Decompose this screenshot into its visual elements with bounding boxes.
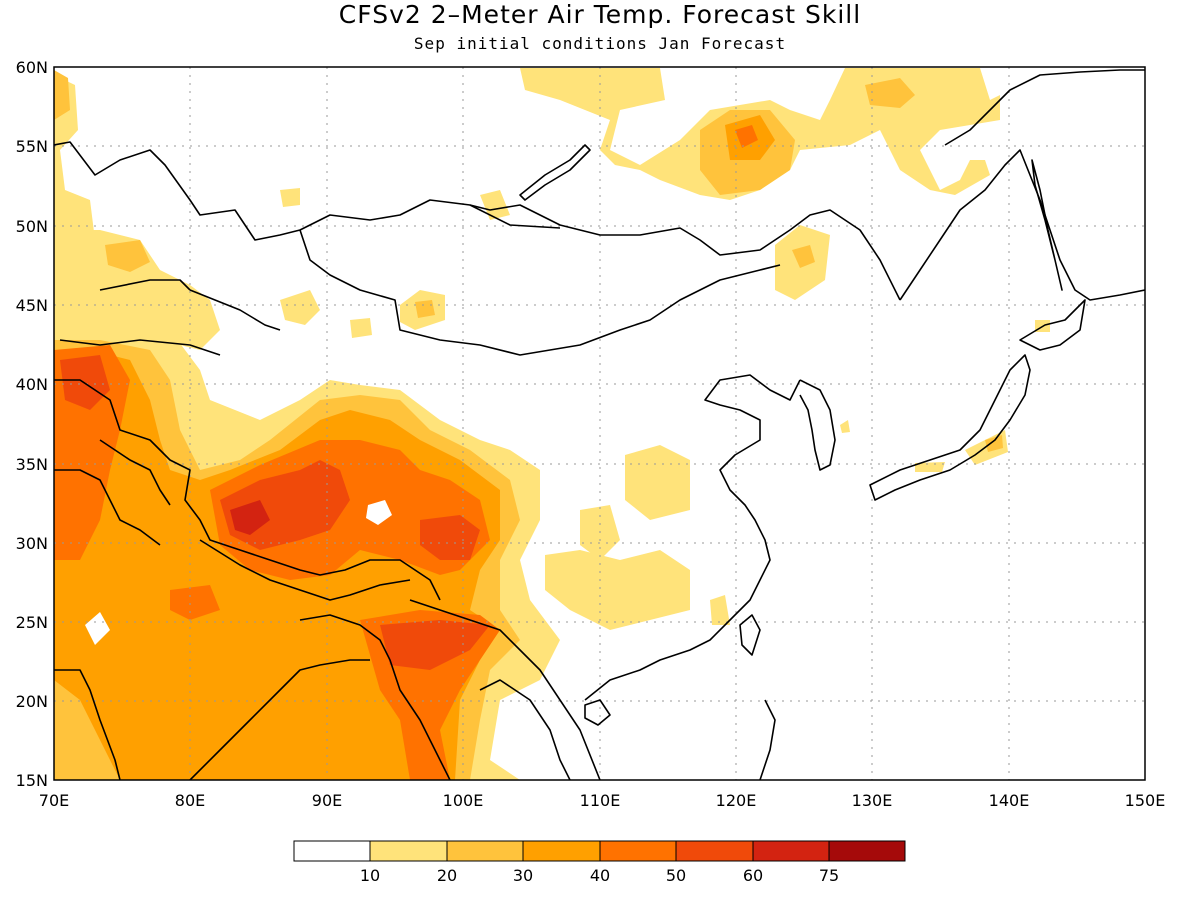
- skill-hole-tibet: [366, 500, 392, 525]
- skill-region-mongolia-l2: [415, 300, 435, 318]
- lat-tick-label: 35N: [16, 455, 48, 474]
- map-frame: [53, 66, 1146, 781]
- skill-region-altai-l1: [480, 190, 510, 220]
- skill-region-tibet-l6: [230, 500, 270, 535]
- skill-region-tibet-east-l5: [420, 515, 480, 560]
- skill-region-kazakh-l2: [105, 240, 150, 272]
- colorbar-label: 75: [819, 866, 839, 885]
- lon-tick-label: 80E: [175, 791, 205, 810]
- skill-region-kazakh4-l1: [280, 188, 300, 207]
- lon-tick-label: 110E: [580, 791, 621, 810]
- colorbar-swatch: [293, 840, 371, 862]
- lat-tick-label: 55N: [16, 137, 48, 156]
- skill-region-myanmar-l5: [380, 620, 490, 670]
- map-subtitle: Sep initial conditions Jan Forecast: [413, 34, 787, 53]
- colorbar-label: 60: [743, 866, 763, 885]
- lon-tick-label: 90E: [312, 791, 342, 810]
- colorbar-label: 20: [437, 866, 457, 885]
- skill-region-japan-l2: [985, 435, 1003, 452]
- lat-tick-label: 60N: [16, 58, 48, 77]
- lon-tick-label: 140E: [989, 791, 1030, 810]
- skill-region-kazakh2-l1: [280, 290, 320, 325]
- skill-region-inner-mongolia-l2: [792, 245, 815, 268]
- colorbar-label: 10: [360, 866, 380, 885]
- colorbar-swatch: [446, 840, 524, 862]
- skill-region-japan2-l1: [915, 462, 945, 472]
- skill-region-india-l4: [170, 585, 220, 620]
- skill-region-westedge-l1: [54, 75, 95, 260]
- skill-region-southchina3-l1: [545, 550, 690, 630]
- skill-region-southchina-l1: [625, 445, 690, 520]
- skill-field: [54, 68, 1050, 780]
- colorbar-swatch: [369, 840, 448, 862]
- colorbar-swatch: [752, 840, 830, 862]
- lat-tick-label: 30N: [16, 534, 48, 553]
- lon-tick-label: 130E: [852, 791, 893, 810]
- skill-region-korea-l1: [840, 420, 850, 433]
- lon-tick-label: 100E: [443, 791, 484, 810]
- colorbar-label: 40: [590, 866, 610, 885]
- skill-region-kazakh3-l1: [350, 318, 372, 338]
- lon-tick-label: 70E: [39, 791, 69, 810]
- lat-tick-labels: 15N 20N 25N 30N 35N 40N 45N 50N 55N 60N: [16, 58, 48, 790]
- colorbar-swatch: [522, 840, 601, 862]
- skill-region-westedge-l2: [54, 70, 70, 120]
- skill-hole-india: [85, 612, 110, 645]
- skill-region-manchuria-l4: [735, 125, 758, 148]
- lon-tick-label: 150E: [1125, 791, 1166, 810]
- lat-tick-label: 20N: [16, 692, 48, 711]
- colorbar-swatch: [675, 840, 754, 862]
- colorbar-label: 50: [666, 866, 686, 885]
- lat-tick-label: 15N: [16, 771, 48, 790]
- lat-tick-label: 50N: [16, 217, 48, 236]
- lat-tick-label: 25N: [16, 613, 48, 632]
- map-title: CFSv2 2–Meter Air Temp. Forecast Skill: [338, 0, 862, 29]
- lon-tick-label: 120E: [716, 791, 757, 810]
- skill-region-russia-l2: [865, 78, 915, 108]
- lon-tick-labels: 70E 80E 90E 100E 110E 120E 130E 140E 150…: [39, 791, 1166, 810]
- skill-region-southchina4-l1: [710, 595, 730, 625]
- colorbar-swatch: [828, 840, 906, 862]
- coastlines: [54, 69, 1145, 780]
- colorbar-swatch: [599, 840, 677, 862]
- skill-region-kazakh-l1: [54, 230, 220, 350]
- lat-tick-label: 45N: [16, 296, 48, 315]
- colorbar-label: 30: [513, 866, 533, 885]
- colorbar: 10 20 30 40 50 60 75: [293, 840, 906, 885]
- lat-tick-label: 40N: [16, 375, 48, 394]
